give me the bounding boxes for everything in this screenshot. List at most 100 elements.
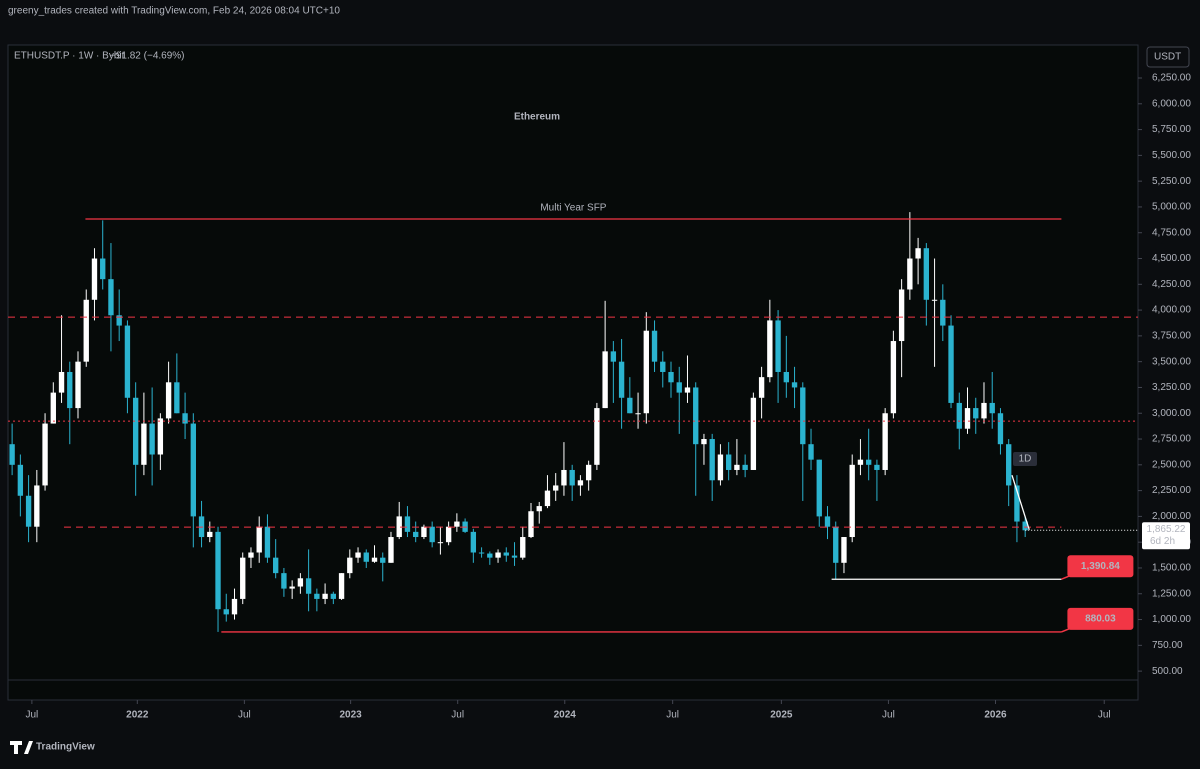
candle-body xyxy=(577,480,584,486)
candle-body xyxy=(503,552,509,556)
candle-body xyxy=(734,464,740,470)
candle-body xyxy=(956,402,962,429)
candle-body xyxy=(800,387,806,445)
candle-body xyxy=(775,320,781,372)
candle-body xyxy=(116,315,122,326)
candle-body xyxy=(758,377,765,398)
candle-body xyxy=(1006,444,1012,486)
y-tick-label: 1,250.00 xyxy=(1152,588,1191,599)
x-tick-label: Jul xyxy=(451,710,464,721)
candle-body xyxy=(520,537,526,558)
x-tick-label: 2022 xyxy=(126,710,149,721)
interval-badge: 1D xyxy=(1019,454,1032,465)
candle-body xyxy=(553,485,559,491)
last-price: 1,865.22 xyxy=(1147,524,1186,535)
candle-body xyxy=(709,439,715,481)
candle-body xyxy=(322,593,328,599)
candle-body xyxy=(693,387,699,445)
y-tick-label: 2,250.00 xyxy=(1152,485,1191,496)
candle-body xyxy=(454,521,460,527)
candle-body xyxy=(429,526,435,543)
change: −91.82 (−4.69%) xyxy=(110,51,185,62)
x-tick-label: 2023 xyxy=(339,710,362,721)
candle-body xyxy=(1022,521,1028,531)
candle-body xyxy=(742,464,748,470)
candle-body xyxy=(174,382,180,414)
candle-body xyxy=(157,418,164,455)
candle-body xyxy=(808,444,814,460)
currency-box xyxy=(1146,46,1190,68)
candle-body xyxy=(940,299,946,326)
candle-body xyxy=(190,423,196,517)
countdown: 6d 2h xyxy=(1150,536,1175,547)
candle-body xyxy=(536,506,542,512)
candle-body xyxy=(42,423,48,486)
candle-body xyxy=(83,299,89,362)
candle-body xyxy=(635,413,641,415)
y-tick-label: 4,750.00 xyxy=(1152,227,1191,238)
candle-body xyxy=(272,557,279,574)
logo-icon xyxy=(10,741,33,754)
candle-body xyxy=(380,557,386,563)
candle-body xyxy=(643,330,649,414)
candle-body xyxy=(256,526,262,553)
candle-body xyxy=(676,382,682,393)
candle-body xyxy=(857,459,864,465)
candle-body xyxy=(602,351,608,409)
candle-body xyxy=(264,526,271,558)
y-tick-label: 4,000.00 xyxy=(1152,305,1191,316)
candle-body xyxy=(973,408,979,419)
last-price-box xyxy=(1142,522,1190,550)
x-tick-label: Jul xyxy=(25,710,38,721)
candle-body xyxy=(388,537,394,563)
candle-body xyxy=(725,454,732,470)
candle-body xyxy=(108,279,114,316)
candle-body xyxy=(989,402,995,414)
candle-body xyxy=(561,469,567,486)
candle-body xyxy=(997,413,1004,445)
price-label: 1,390.84 xyxy=(1081,561,1120,572)
candle-body xyxy=(833,526,839,563)
candle-body xyxy=(371,557,378,562)
candle-body xyxy=(610,351,617,362)
candle-body xyxy=(124,325,131,398)
candle-body xyxy=(314,593,320,599)
candle-body xyxy=(17,464,24,496)
y-tick-label: 2,000.00 xyxy=(1152,511,1191,522)
candle-body xyxy=(668,371,674,383)
candle-body xyxy=(437,542,444,544)
candle-body xyxy=(931,299,938,301)
y-tick-label: 4,250.00 xyxy=(1152,279,1191,290)
y-tick-label: 5,750.00 xyxy=(1152,124,1191,135)
candle-body xyxy=(585,464,592,481)
candle-body xyxy=(330,593,337,599)
x-tick-label: Jul xyxy=(1098,710,1111,721)
candle-body xyxy=(223,609,229,615)
candle-body xyxy=(948,325,954,403)
candle-body xyxy=(248,552,254,558)
y-tick-label: 3,750.00 xyxy=(1152,331,1191,342)
candle-body xyxy=(404,516,411,532)
candle-body xyxy=(849,464,855,538)
candle-body xyxy=(58,371,65,393)
candle-body xyxy=(67,371,73,409)
currency: USDT xyxy=(1154,52,1181,63)
x-tick-label: Jul xyxy=(666,710,679,721)
candle-body xyxy=(767,320,773,378)
trend-line xyxy=(1011,474,1030,530)
x-tick-label: Jul xyxy=(238,710,251,721)
candle-body xyxy=(305,578,312,594)
candle-body xyxy=(25,495,32,527)
plot-area xyxy=(7,44,1139,701)
candle-body xyxy=(478,552,485,554)
candle-body xyxy=(50,392,56,424)
y-tick-label: 3,000.00 xyxy=(1152,408,1191,419)
candle-body xyxy=(207,531,213,538)
candle-body xyxy=(9,444,15,465)
candle-body xyxy=(281,573,287,589)
candle-body xyxy=(874,464,880,470)
candle-body xyxy=(149,423,155,455)
y-tick-label: 6,000.00 xyxy=(1152,98,1191,109)
y-tick-label: 2,750.00 xyxy=(1152,434,1191,445)
candle-body xyxy=(511,555,518,558)
